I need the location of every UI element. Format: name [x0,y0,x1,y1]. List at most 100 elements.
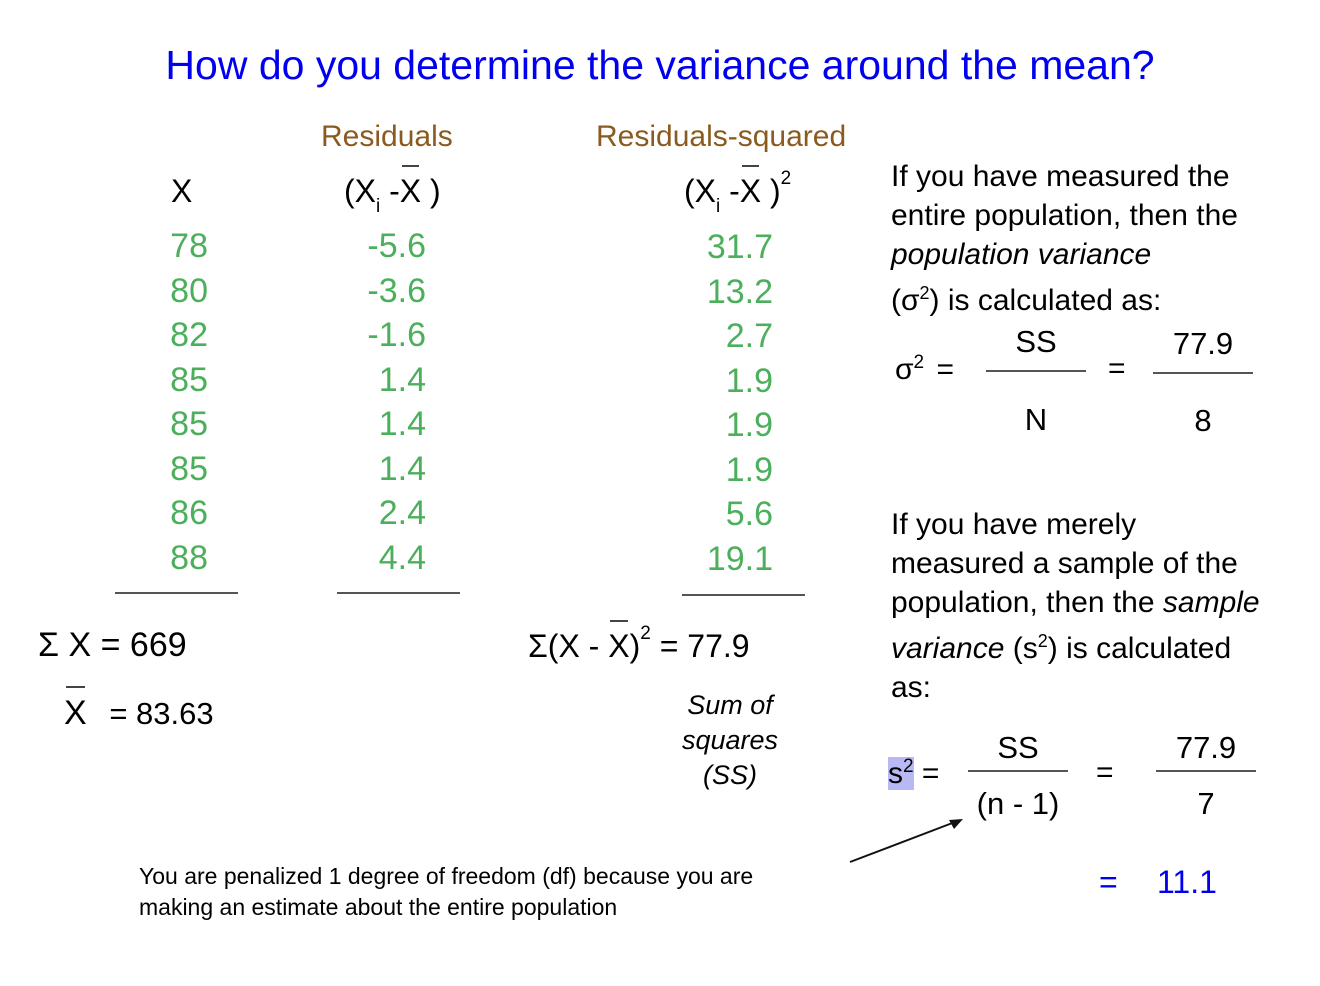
squares-sum-rule [682,594,805,596]
superscript: 2 [1037,631,1048,651]
text: (s [1004,632,1038,665]
x-bar: X [739,165,762,209]
x-value: 85 [170,360,208,399]
result-equals: = [1099,864,1118,900]
residual-value: -5.6 [367,227,426,265]
sum-x: Σ X = 669 [38,626,187,665]
residual-value: 1.4 [378,405,426,443]
residuals-header: Residuals [321,120,453,153]
superscript: 2 [903,756,914,777]
sum-x-value: = 669 [91,626,187,664]
x-value: 78 [170,227,208,265]
residuals-squared-column: 31.7 13.2 2.7 1.9 1.9 1.9 5.6 19.1 [680,225,773,581]
sample-numerator: SS [997,730,1039,765]
sigma-symbol: σ [895,353,914,386]
x-value: 86 [170,494,208,532]
formula-close: ) [421,173,441,209]
population-numerator-value: 77.9 [1172,326,1234,361]
sigma-symbol: Σ [38,626,60,664]
x-value: 85 [170,449,208,488]
equals-sign: = [1096,756,1114,789]
superscript: 2 [913,352,925,373]
sample-denominator-value: 7 [1197,786,1215,821]
residual-value: 1.4 [378,360,426,399]
residual-value: 4.4 [378,538,426,577]
x-bar: X [608,620,630,664]
fraction-bar [968,770,1068,772]
sum-of-squares-label: Sum of squares (SS) [650,688,810,793]
ss-close: ) [629,628,641,664]
sample-numerator-value: 77.9 [1175,730,1237,765]
residuals-formula: (Xi -X ) [344,165,441,217]
sample-variance-lhs: s2 = [888,756,939,791]
x-values-column: 78 80 82 85 85 85 86 88 [160,224,208,580]
residual-value: -3.6 [367,271,426,310]
sample-variance-text: If you have merely measured a sample of … [891,505,1261,707]
residual-squared-value: 19.1 [706,539,773,578]
sample-denominator: (n - 1) [976,786,1060,821]
text: If you have measured the entire populati… [891,160,1238,232]
fraction-bar [1156,770,1256,772]
residual-squared-value: 1.9 [725,361,773,400]
formula-minus: - [380,173,400,209]
x-value: 82 [170,316,208,354]
ss-open: (X - [547,628,609,664]
fraction-bar [986,370,1086,372]
equals-sign: = [936,353,954,386]
superscript: 2 [919,283,930,303]
population-denominator-value: 8 [1194,403,1212,438]
arrow-icon [849,819,963,863]
formula-minus: - [720,173,740,209]
x-value: 85 [170,405,208,443]
text: ) is calculated as: [929,284,1162,317]
formula-close: ) [761,173,781,209]
x-value: 80 [170,271,208,310]
sum-of-squares-formula: Σ(X - X)2 = 77.9 [528,620,750,665]
residual-squared-value: 2.7 [725,317,773,355]
note-line: making an estimate about the entire popu… [139,894,618,920]
population-variance-lhs: σ2 = [895,352,954,387]
residual-value: 2.4 [378,494,426,532]
residual-squared-value: 5.6 [725,495,773,533]
sample-variance-term: sample variance [891,586,1260,665]
fraction-bar [1153,372,1253,374]
formula-superscript: 2 [780,168,792,189]
x-value: 88 [170,538,208,577]
x-bar: X [64,686,87,732]
population-variance-text: If you have measured the entire populati… [891,157,1291,320]
note-line: You are penalized 1 degree of freedom (d… [139,863,754,889]
formula-open: (X [684,173,716,209]
residual-squared-value: 1.9 [725,450,773,489]
sample-variance-result: 11.1 [1157,864,1217,900]
ss-label-line: squares [681,725,779,755]
equals-sign: = [921,757,940,790]
degrees-of-freedom-note: You are penalized 1 degree of freedom (d… [139,861,753,923]
residual-squared-value: 1.9 [725,406,773,444]
sigma-symbol: Σ [528,628,548,664]
equals-sign: = [1108,352,1126,385]
text: ) is calculated as: [891,632,1232,704]
x-bar: X [399,165,422,209]
residuals-column: -5.6 -3.6 -1.6 1.4 1.4 1.4 2.4 4.4 [340,224,426,580]
mean-value: = 83.63 [109,696,214,731]
formula-subscript: i [376,196,381,217]
residual-squared-value: 31.7 [706,228,773,266]
residuals-sum-rule [337,592,460,594]
residuals-squared-formula: (Xi -X )2 [684,165,791,217]
residual-value: 1.4 [378,449,426,488]
population-numerator: SS [1015,324,1057,359]
x-column-header: X [171,173,193,209]
mean-x: X = 83.63 [64,686,214,733]
x-sum-rule [115,592,238,594]
ss-superscript: 2 [640,623,651,644]
sum-x-var: X [68,626,92,664]
sample-variance-symbol: s2 [888,756,914,790]
text: If you have merely measured a sample of … [891,508,1238,619]
population-denominator: N [1024,402,1048,437]
slide-title: How do you determine the variance around… [165,42,1155,88]
ss-label-line: Sum of [687,690,773,720]
formula-subscript: i [716,196,721,217]
residual-value: -1.6 [367,316,426,354]
text: (σ [891,284,920,317]
residual-squared-value: 13.2 [706,272,773,311]
